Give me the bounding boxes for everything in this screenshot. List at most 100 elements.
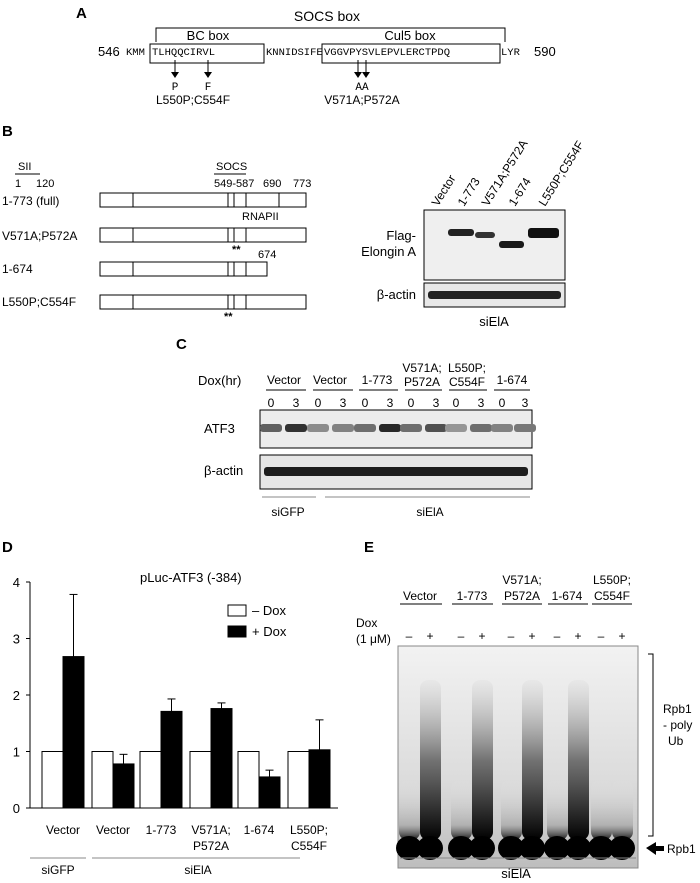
pos-549-587: 549-587 [214,178,254,190]
sii-label: SII [18,161,31,173]
c-atf3-band [332,424,354,432]
e-group-label: 1-674 [552,589,583,603]
panel-e-label: E [364,539,374,556]
construct-label-3: 1-674 [2,262,33,276]
c-group-label: 1-773 [362,373,393,387]
c-cond-1: siGFP [271,505,304,519]
pos-674: 674 [258,249,276,261]
chart-x-labels: Vector Vector 1-773 V571A; P572A 1-674 L550P; C… [46,823,328,853]
e-group-label: 1-773 [457,589,488,603]
band-b-2 [448,229,474,236]
legend-plus: + Dox [252,624,287,639]
cul5-box-label: Cul5 box [384,28,436,43]
e-rpb1-poly-3: Ub [668,734,684,748]
c-time-label: 0 [362,396,369,410]
e-sign: + [426,629,433,643]
seq-bc: TLHQQCIRVL [152,47,215,59]
cul5-box [321,43,501,64]
mutation-stars-2: ** [232,244,241,256]
band-b-5 [528,228,559,238]
c-atf3-band [470,424,492,432]
c-time-label: 3 [293,396,300,410]
band-b-4 [499,241,524,248]
c-time-label: 0 [499,396,506,410]
e-group-label: L550P; [593,573,631,587]
panel-c: C Dox(hr) Vector Vector 1-773 V571A;P572A L5… [176,336,536,519]
mut-f: F [205,82,212,94]
e-group-labels: Vector 1-773 V571A; P572A 1-674 L550P; C554F [400,573,632,605]
lane-label-b-1: Vector [429,172,459,208]
legend-minus: – Dox [252,603,286,618]
bar-minus-dox [287,751,310,809]
bar-plus-dox [62,656,85,809]
panel-a: A SOCS box BC box Cul5 box 546 KMM TLHQQ… [76,5,556,107]
rnapii-label: RNAPII [242,211,279,223]
e-rpb1-arrow [646,842,664,855]
socs-box-label: SOCS box [294,8,360,24]
c-atf3-bands [260,424,536,432]
bc-box [149,43,265,64]
lane-label-b-2: 1-773 [455,175,483,209]
c-time-label: 3 [433,396,440,410]
e-rpb1-band [448,836,474,860]
blot-b-label-2: β-actin [377,287,416,302]
lane-label-b-4: 1-674 [506,175,534,209]
e-group-label-2: P572A [504,589,540,603]
e-rpb1-band [498,836,524,860]
blot-b-lane-labels: Vector 1-773 V571A;P572A 1-674 L550P;C55… [429,137,587,208]
panel-b-label: B [2,123,13,140]
blot-c-label-1: ATF3 [204,421,235,436]
c-group-label: 1-674 [497,373,528,387]
mut-label-1: L550P;C554F [156,93,230,107]
e-sign: – [508,629,515,643]
mut-aa: AA [355,82,369,94]
c-atf3-band [445,424,467,432]
e-rpb1-band [609,836,635,860]
arrow-p-head [171,72,179,78]
e-rpb1-poly-1: Rpb1 [663,702,692,716]
e-ub-smear [568,680,589,840]
x-tick-label: P572A [193,839,229,853]
socs-box-bracket [155,27,506,42]
e-rpb1-band [396,836,422,860]
arrow-a1-head [354,72,362,78]
panel-d-label: D [2,539,13,556]
e-sign: + [618,629,625,643]
construct-label-2: V571A;P572A [2,229,77,243]
gel-e-lanes [396,680,635,860]
c-time-label: 3 [478,396,485,410]
bar-minus-dox [237,751,260,809]
c-atf3-band [379,424,401,432]
blot-b-condition: siElA [479,314,509,329]
e-group-label: V571A; [502,573,541,587]
x-tick-label: V571A; [191,823,230,837]
panel-b: B SII SOCS 1 120 549-587 690 773 1-773 (… [2,123,587,329]
panel-d: D pLuc-ATF3 (-384) 0 1 2 3 4 Vector Vector 1-7… [2,539,338,877]
e-dox-label: Dox [356,616,377,630]
legend-swatch-minus [227,604,247,617]
d-cond-2: siElA [184,863,211,877]
arrow-f-head [204,72,212,78]
construct-bar-4 [99,294,307,310]
e-faint-lane [399,780,420,840]
y-tick-label: 1 [13,745,20,760]
c-time-label: 0 [268,396,275,410]
e-sign: – [598,629,605,643]
e-rpb1-band [469,836,495,860]
e-ub-smear [472,680,493,840]
c-group-label: V571A; [402,361,441,375]
c-group-label-2: P572A [404,375,440,389]
c-atf3-band [307,424,329,432]
e-ub-smear [420,680,441,840]
e-faint-lane [451,780,472,840]
pos-690: 690 [263,178,281,190]
c-atf3-band [491,424,513,432]
x-tick-label: L550P; [290,823,328,837]
e-group-label-2: C554F [594,589,630,603]
bar-minus-dox [41,751,64,809]
socs-label: SOCS [216,161,247,173]
c-group-label-2: C554F [449,375,485,389]
c-atf3-band [400,424,422,432]
e-sign: – [554,629,561,643]
c-group-label: L550P; [448,361,486,375]
